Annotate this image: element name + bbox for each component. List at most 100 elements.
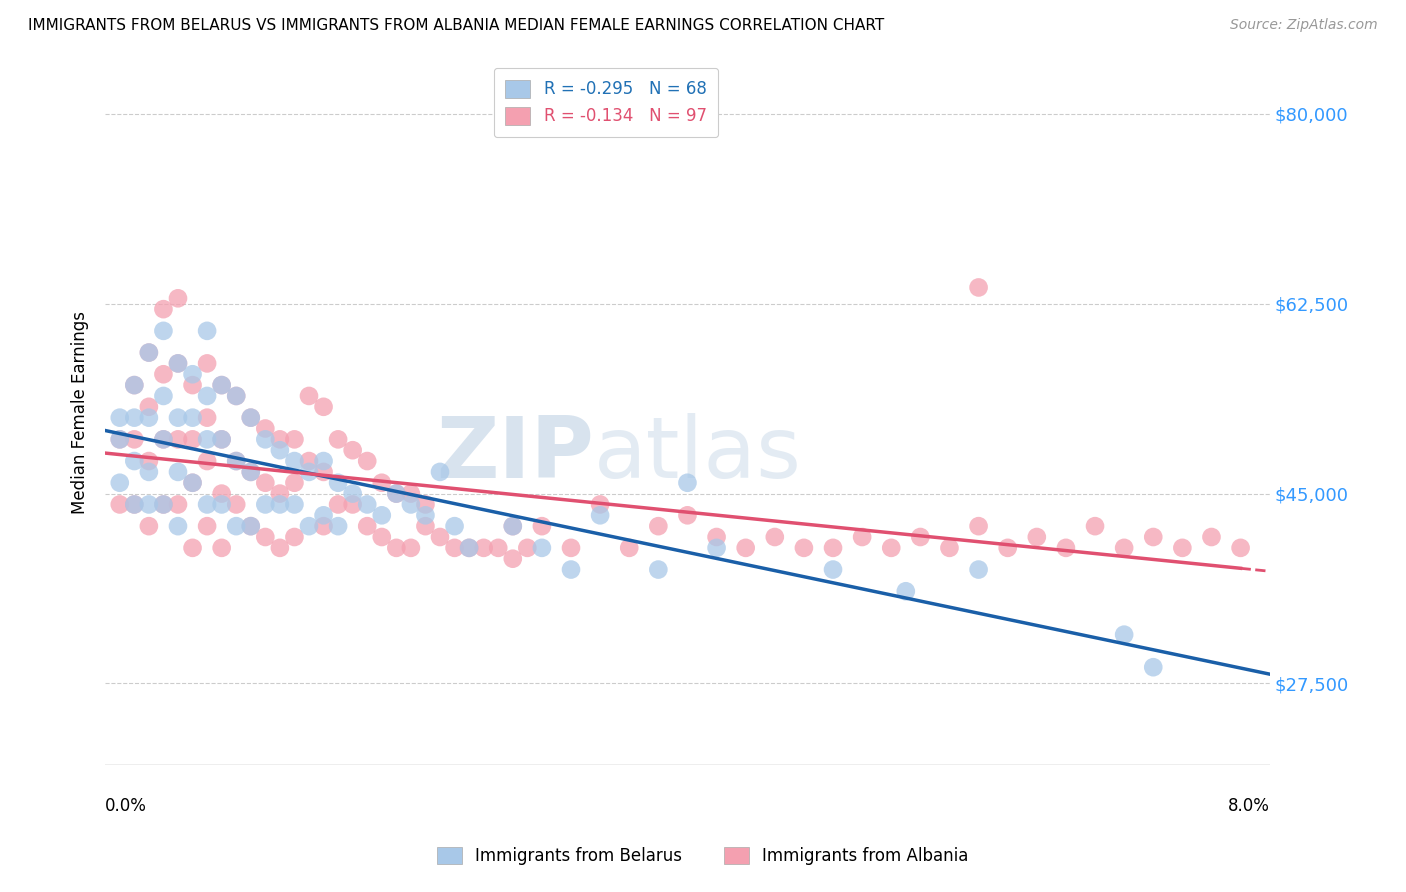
Point bbox=[195, 410, 218, 425]
Point bbox=[894, 584, 917, 599]
Point bbox=[181, 541, 204, 555]
Text: atlas: atlas bbox=[595, 413, 803, 496]
Point bbox=[312, 508, 335, 523]
Point bbox=[211, 433, 233, 447]
Point bbox=[910, 530, 932, 544]
Point bbox=[138, 498, 160, 512]
Text: 0.0%: 0.0% bbox=[105, 797, 148, 815]
Legend: Immigrants from Belarus, Immigrants from Albania: Immigrants from Belarus, Immigrants from… bbox=[427, 837, 979, 875]
Point bbox=[254, 498, 277, 512]
Point bbox=[239, 410, 262, 425]
Point bbox=[211, 541, 233, 555]
Point bbox=[472, 541, 495, 555]
Point bbox=[269, 486, 291, 500]
Point bbox=[181, 433, 204, 447]
Point bbox=[312, 454, 335, 468]
Point bbox=[152, 389, 174, 403]
Point bbox=[342, 486, 364, 500]
Point bbox=[560, 541, 582, 555]
Point bbox=[399, 541, 422, 555]
Point bbox=[152, 368, 174, 382]
Point bbox=[516, 541, 538, 555]
Point bbox=[138, 345, 160, 359]
Point bbox=[997, 541, 1019, 555]
Point bbox=[967, 563, 990, 577]
Y-axis label: Median Female Earnings: Median Female Earnings bbox=[72, 310, 89, 514]
Point bbox=[124, 378, 146, 392]
Point bbox=[938, 541, 960, 555]
Text: Source: ZipAtlas.com: Source: ZipAtlas.com bbox=[1230, 18, 1378, 32]
Point bbox=[152, 498, 174, 512]
Point bbox=[225, 389, 247, 403]
Point bbox=[298, 465, 321, 479]
Point bbox=[399, 498, 422, 512]
Point bbox=[821, 563, 844, 577]
Point bbox=[211, 498, 233, 512]
Point bbox=[298, 454, 321, 468]
Point bbox=[225, 454, 247, 468]
Point bbox=[298, 519, 321, 533]
Point bbox=[167, 291, 190, 305]
Point bbox=[108, 433, 131, 447]
Point bbox=[138, 465, 160, 479]
Point bbox=[415, 519, 437, 533]
Point bbox=[619, 541, 641, 555]
Point bbox=[326, 475, 349, 490]
Point bbox=[312, 400, 335, 414]
Point bbox=[385, 486, 408, 500]
Point bbox=[181, 368, 204, 382]
Point bbox=[793, 541, 815, 555]
Point bbox=[269, 541, 291, 555]
Point bbox=[167, 519, 190, 533]
Point bbox=[1084, 519, 1107, 533]
Point bbox=[647, 563, 669, 577]
Point bbox=[124, 410, 146, 425]
Point bbox=[458, 541, 481, 555]
Point bbox=[181, 475, 204, 490]
Point bbox=[124, 454, 146, 468]
Point bbox=[254, 475, 277, 490]
Point bbox=[239, 519, 262, 533]
Point bbox=[211, 378, 233, 392]
Point bbox=[342, 498, 364, 512]
Point bbox=[124, 433, 146, 447]
Point bbox=[225, 498, 247, 512]
Point bbox=[1142, 530, 1164, 544]
Point bbox=[429, 530, 451, 544]
Point bbox=[195, 498, 218, 512]
Point bbox=[967, 280, 990, 294]
Point bbox=[1025, 530, 1047, 544]
Point bbox=[429, 465, 451, 479]
Point bbox=[1114, 541, 1136, 555]
Point bbox=[312, 519, 335, 533]
Point bbox=[254, 530, 277, 544]
Point bbox=[152, 433, 174, 447]
Point bbox=[880, 541, 903, 555]
Point bbox=[676, 475, 699, 490]
Point bbox=[283, 475, 305, 490]
Point bbox=[108, 433, 131, 447]
Point bbox=[195, 519, 218, 533]
Point bbox=[152, 498, 174, 512]
Point bbox=[124, 498, 146, 512]
Point bbox=[676, 508, 699, 523]
Point bbox=[239, 519, 262, 533]
Point bbox=[734, 541, 756, 555]
Point bbox=[195, 454, 218, 468]
Point bbox=[138, 400, 160, 414]
Point bbox=[502, 519, 524, 533]
Point bbox=[530, 519, 553, 533]
Point bbox=[356, 498, 378, 512]
Point bbox=[225, 519, 247, 533]
Text: IMMIGRANTS FROM BELARUS VS IMMIGRANTS FROM ALBANIA MEDIAN FEMALE EARNINGS CORREL: IMMIGRANTS FROM BELARUS VS IMMIGRANTS FR… bbox=[28, 18, 884, 33]
Legend: R = -0.295   N = 68, R = -0.134   N = 97: R = -0.295 N = 68, R = -0.134 N = 97 bbox=[494, 68, 718, 137]
Point bbox=[560, 563, 582, 577]
Point bbox=[283, 433, 305, 447]
Point bbox=[269, 433, 291, 447]
Point bbox=[1054, 541, 1077, 555]
Point bbox=[167, 356, 190, 370]
Point bbox=[254, 433, 277, 447]
Point bbox=[108, 498, 131, 512]
Point bbox=[415, 498, 437, 512]
Point bbox=[399, 486, 422, 500]
